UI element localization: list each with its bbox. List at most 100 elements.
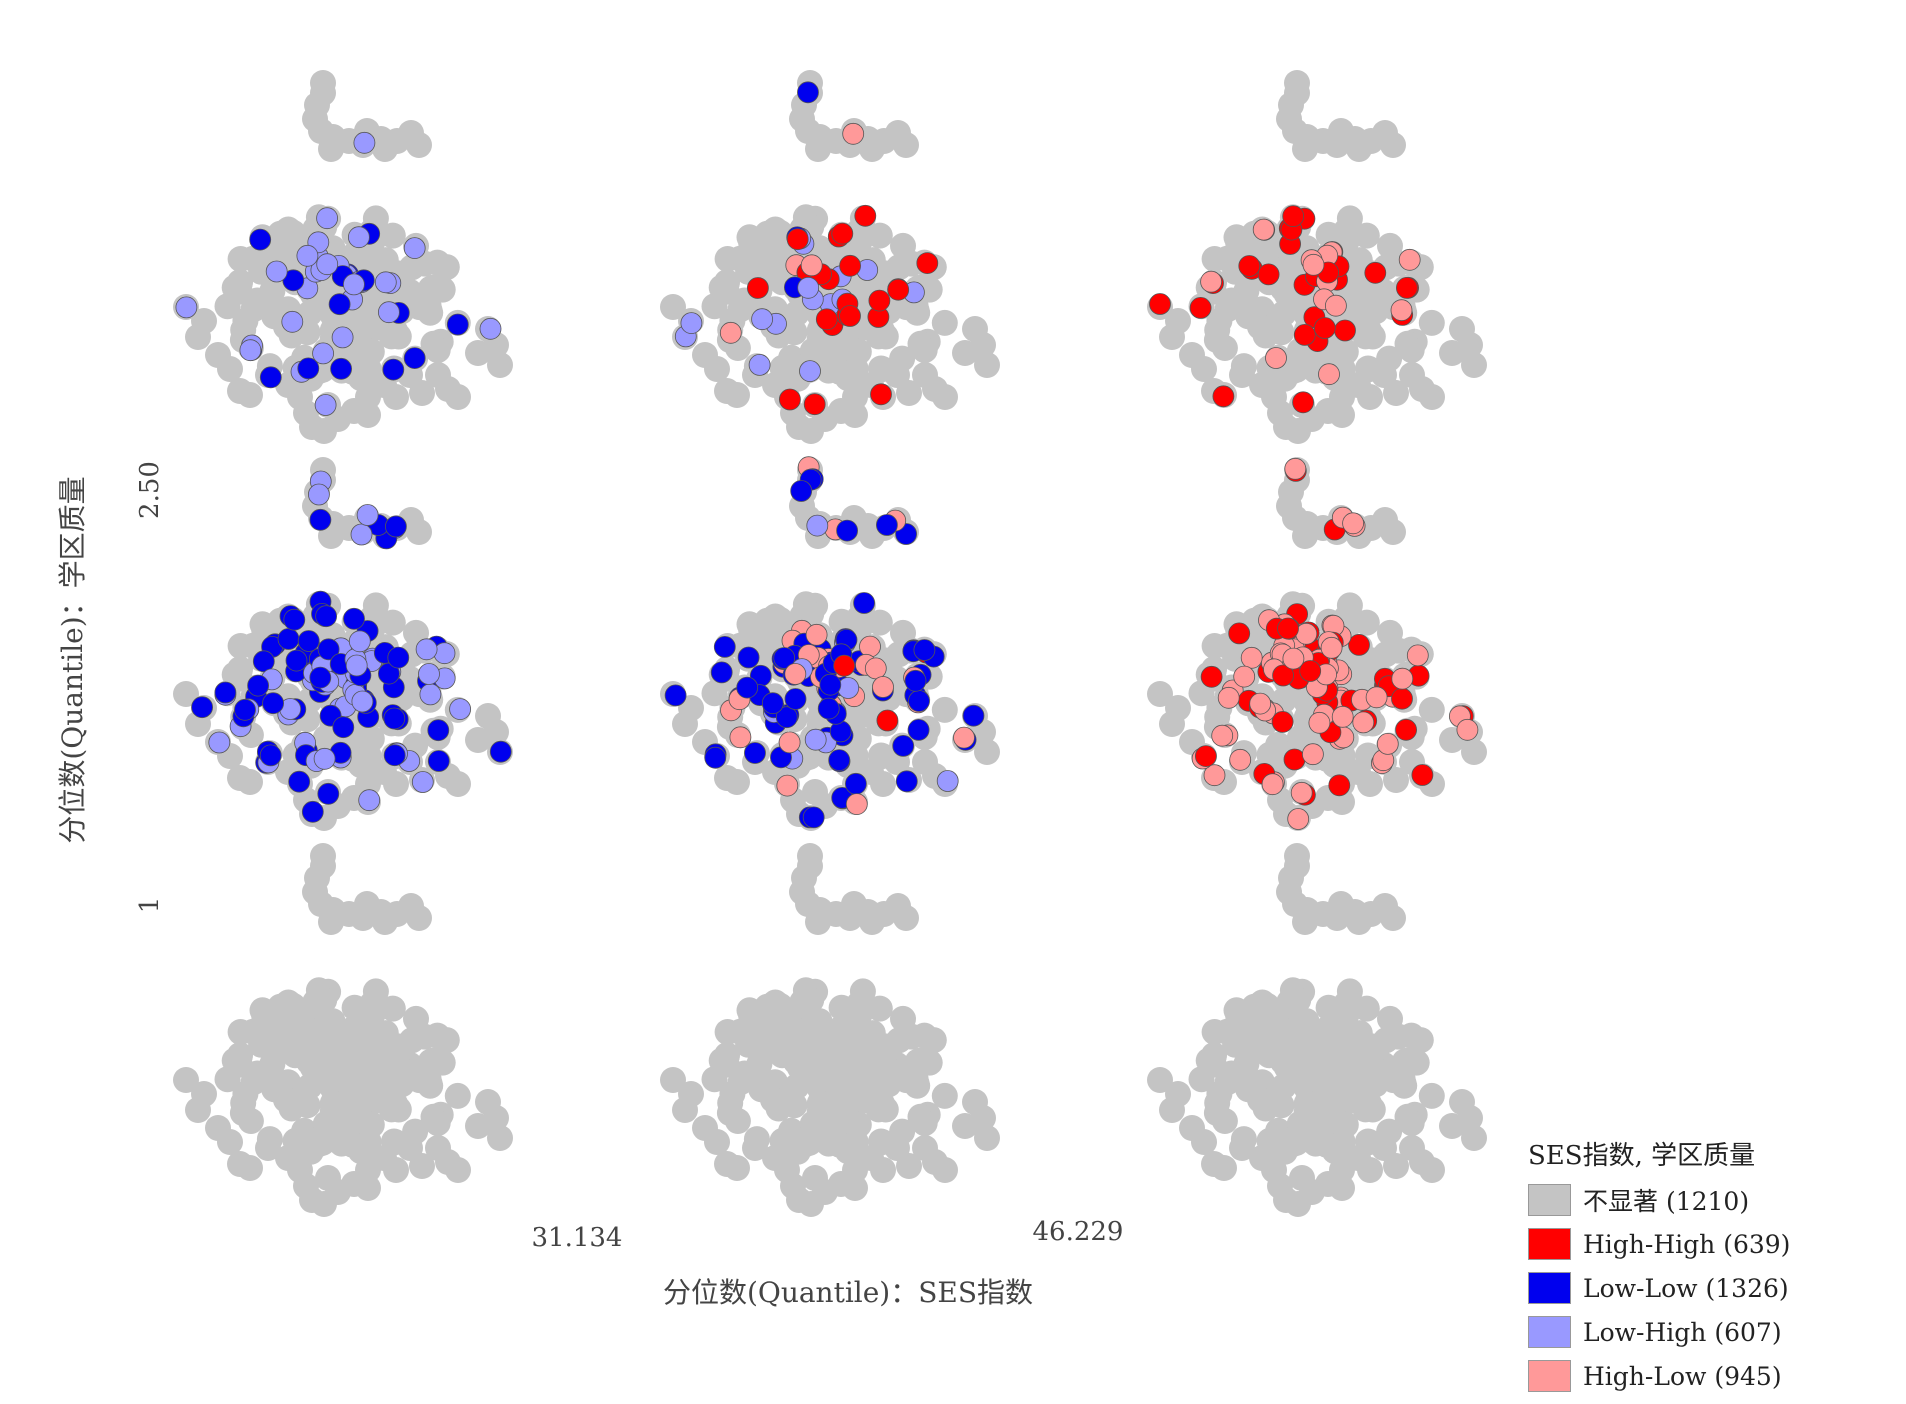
cluster-point-high-low: [1365, 686, 1388, 709]
cluster-point-high-high: [1328, 774, 1351, 797]
base-map-point: [173, 1067, 199, 1093]
cluster-point-low-low: [802, 806, 825, 829]
base-map-point: [372, 909, 398, 935]
base-map-point: [227, 633, 254, 659]
cluster-point-high-high: [1195, 745, 1217, 767]
base-map-point: [1284, 70, 1310, 96]
cluster-point-low-low: [962, 704, 985, 727]
cluster-point-low-low: [317, 638, 340, 661]
base-map-point: [898, 250, 925, 277]
cluster-point-low-low: [895, 770, 918, 793]
cluster-point-high-low: [1261, 773, 1284, 796]
base-map-point: [738, 231, 765, 258]
base-map-point: [893, 905, 919, 931]
base-map-point: [839, 1044, 865, 1071]
base-map-point: [660, 294, 686, 320]
cluster-point-low-high: [403, 237, 426, 260]
base-map-point: [1292, 909, 1318, 935]
cluster-point-low-high: [377, 301, 400, 324]
base-map-point: [417, 1072, 444, 1099]
cluster-point-low-high: [314, 394, 337, 416]
base-map-point: [1383, 380, 1409, 406]
base-map-point: [1211, 1108, 1238, 1134]
base-map-point: [1303, 1039, 1330, 1066]
cluster-point-low-high: [348, 630, 371, 653]
cluster-point-high-low: [776, 774, 799, 797]
cluster-point-low-high: [307, 483, 330, 506]
cluster-point-high-low: [1200, 270, 1222, 293]
legend-label: High-High (639): [1583, 1229, 1791, 1259]
cluster-point-low-low: [427, 750, 450, 772]
base-map-point: [355, 1175, 381, 1201]
base-map-point: [903, 1053, 930, 1080]
base-map-point: [487, 352, 513, 378]
base-map-point: [1343, 254, 1370, 281]
base-map-point: [379, 222, 406, 249]
cluster-point-low-high: [351, 690, 374, 713]
cluster-point-low-low: [790, 480, 813, 502]
base-map-point: [856, 1027, 883, 1054]
x-break-label-right: 46.229: [1033, 1217, 1124, 1247]
cluster-point-high-low: [1249, 692, 1272, 715]
base-map-point: [783, 1029, 810, 1056]
cluster-point-high-high: [876, 709, 899, 732]
cluster-point-high-high: [779, 388, 801, 411]
map-panel-bottom-left: [173, 843, 513, 1217]
cluster-point-low-high: [175, 296, 198, 319]
base-map-point: [724, 769, 750, 795]
cluster-point-low-high: [208, 731, 231, 754]
cluster-point-high-high: [803, 393, 826, 416]
y-break-label-upper: 2.50: [135, 461, 165, 519]
cluster-point-high-low: [859, 635, 881, 658]
base-map-point: [487, 1125, 513, 1151]
cluster-point-high-low: [1456, 718, 1479, 741]
base-map-point: [275, 216, 302, 243]
cluster-point-high-low: [1308, 711, 1331, 734]
cluster-point-low-high: [316, 207, 339, 230]
cluster-point-low-low: [892, 735, 915, 757]
base-map-point: [311, 987, 338, 1014]
base-map-point: [312, 1110, 339, 1137]
cluster-point-low-low: [384, 515, 407, 538]
cluster-point-low-high: [415, 638, 438, 661]
cluster-point-low-low: [710, 661, 733, 684]
cluster-point-low-high: [936, 770, 959, 792]
legend-swatch: [1528, 1316, 1571, 1348]
base-map-point: [251, 1004, 278, 1031]
base-map-point: [1279, 358, 1306, 385]
cluster-point-low-low: [704, 746, 727, 769]
cluster-point-high-low: [1229, 748, 1252, 771]
base-map-point: [221, 661, 248, 688]
cluster-point-low-high: [265, 260, 288, 283]
base-map-point: [1247, 313, 1273, 340]
legend-label: 不显著 (1210): [1583, 1187, 1750, 1216]
base-map-point: [896, 380, 922, 406]
base-map-point: [898, 1023, 925, 1050]
cluster-point-low-low: [828, 749, 851, 771]
x-axis-label: 分位数(Quantile)：SES指数: [663, 1276, 1033, 1309]
cluster-point-high-high: [1200, 665, 1223, 688]
base-map-point: [742, 1135, 768, 1161]
base-map-point: [1385, 1023, 1412, 1050]
cluster-point-low-high: [316, 253, 339, 276]
cluster-point-high-low: [842, 122, 865, 145]
base-map-point: [1461, 1125, 1487, 1151]
cluster-point-low-low: [845, 772, 867, 795]
base-map-point: [1329, 402, 1355, 428]
base-map-point: [842, 1175, 868, 1201]
cluster-point-low-low: [191, 696, 214, 719]
legend-swatch: [1528, 1360, 1571, 1392]
cluster-point-high-high: [1292, 391, 1314, 414]
cluster-point-high-high: [1238, 255, 1261, 277]
cluster-point-low-high: [479, 317, 502, 340]
cluster-point-low-low: [259, 366, 282, 389]
base-map-point: [1418, 696, 1445, 723]
base-map-point: [1385, 637, 1412, 664]
base-map-point: [799, 1110, 826, 1137]
cluster-point-high-high: [786, 228, 809, 251]
cluster-point-low-low: [297, 357, 320, 380]
base-map-point: [1214, 1069, 1241, 1096]
base-map-point: [1398, 1110, 1425, 1137]
base-map-point: [762, 216, 789, 243]
base-map-point: [1391, 1072, 1418, 1099]
